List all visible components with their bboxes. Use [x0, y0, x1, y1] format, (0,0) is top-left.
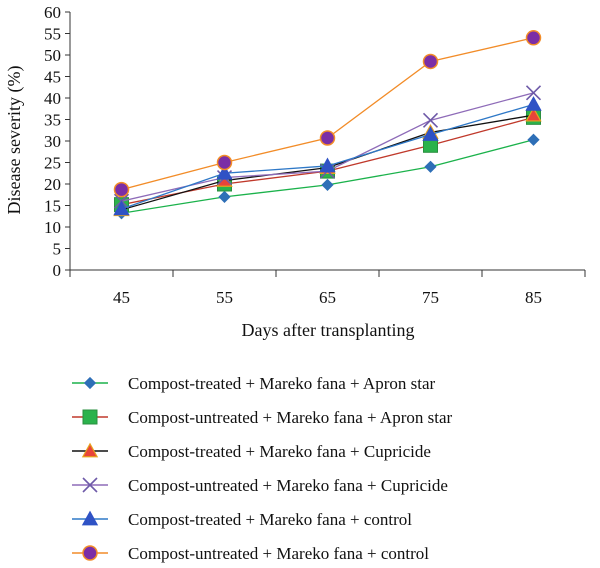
y-tick-label: 45	[44, 68, 61, 87]
x-tick-label: 45	[113, 288, 130, 307]
x-tick-label: 75	[422, 288, 439, 307]
y-tick-label: 40	[44, 89, 61, 108]
y-tick-label: 30	[44, 132, 61, 151]
x-tick-label: 55	[216, 288, 233, 307]
y-tick-label: 20	[44, 175, 61, 194]
legend-label: Compost-treated + Mareko fana + Cupricid…	[128, 442, 431, 461]
y-tick-label: 50	[44, 46, 61, 65]
data-point	[216, 154, 233, 171]
series-line	[121, 103, 534, 210]
legend-item: Compost-treated + Mareko fana + Apron st…	[72, 374, 435, 393]
x-tick-label: 85	[525, 288, 542, 307]
legend-item: Compost-treated + Mareko fana + control	[72, 510, 412, 529]
y-tick-label: 5	[53, 240, 62, 259]
y-tick-label: 10	[44, 218, 61, 237]
legend-label: Compost-treated + Mareko fana + Apron st…	[128, 374, 435, 393]
legend: Compost-treated + Mareko fana + Apron st…	[72, 374, 452, 563]
data-point	[525, 85, 542, 101]
x-tick-label: 65	[319, 288, 336, 307]
data-point	[218, 190, 231, 204]
legend-label: Compost-untreated + Mareko fana + contro…	[128, 544, 429, 563]
data-point	[527, 133, 540, 146]
y-tick-label: 55	[44, 25, 61, 44]
x-marker-stroke	[525, 85, 542, 101]
y-tick-label: 15	[44, 197, 61, 216]
data-point	[525, 96, 542, 111]
data-point	[424, 160, 437, 173]
data-point	[82, 409, 98, 425]
data-point	[319, 157, 336, 173]
data-point	[216, 164, 233, 180]
legend-label: Compost-treated + Mareko fana + control	[128, 510, 412, 529]
data-point	[319, 130, 336, 146]
data-point	[81, 510, 99, 526]
series-6	[113, 30, 542, 198]
x-marker-stroke	[82, 477, 98, 493]
y-tick-label: 35	[44, 111, 61, 130]
data-point	[422, 112, 439, 128]
data-point	[422, 53, 439, 70]
y-tick-label: 0	[53, 261, 62, 280]
legend-item: Compost-untreated + Mareko fana + Apron …	[72, 408, 452, 427]
series-layer	[113, 30, 542, 220]
y-tick-label: 60	[44, 3, 61, 22]
legend-item: Compost-untreated + Mareko fana + Cupric…	[72, 476, 448, 495]
data-point	[525, 30, 542, 46]
x-axis-title: Days after transplanting	[242, 320, 415, 340]
series-5	[113, 96, 542, 216]
data-point	[82, 477, 98, 493]
axes: 0 5 10 15 20 25 30 35 40 45 50 55 60 45 55 65 75 85	[44, 3, 586, 307]
data-point	[81, 442, 99, 458]
data-point	[113, 200, 130, 216]
data-point	[113, 181, 130, 198]
data-point	[82, 545, 98, 561]
data-point	[216, 172, 233, 187]
data-point	[321, 178, 334, 191]
legend-item: Compost-untreated + Mareko fana + contro…	[72, 544, 429, 563]
data-point	[83, 376, 97, 390]
y-axis-title: Disease severity (%)	[4, 66, 25, 215]
legend-item: Compost-treated + Mareko fana + Cupricid…	[72, 442, 431, 461]
x-marker-stroke	[422, 112, 439, 128]
data-point	[422, 126, 439, 141]
y-tick-label: 25	[44, 154, 61, 173]
legend-label: Compost-untreated + Mareko fana + Apron …	[128, 408, 452, 427]
data-point	[525, 106, 542, 122]
legend-label: Compost-untreated + Mareko fana + Cupric…	[128, 476, 448, 495]
